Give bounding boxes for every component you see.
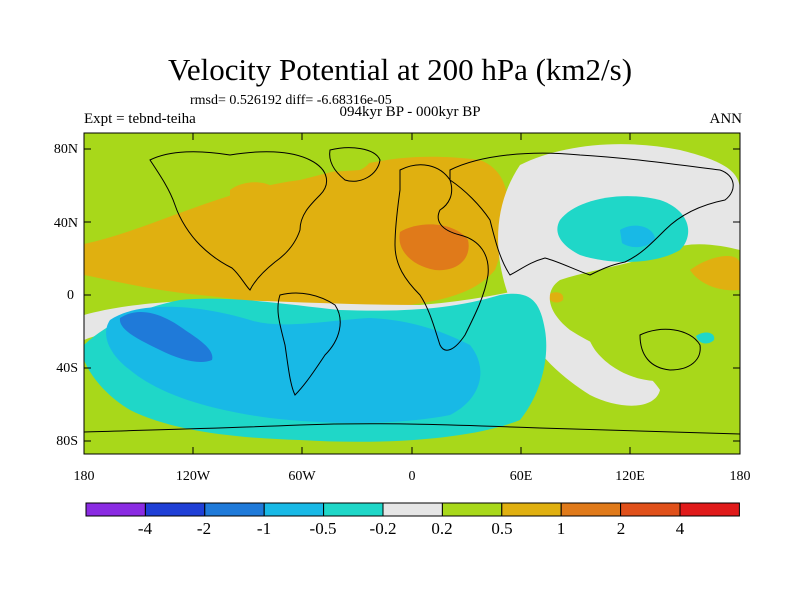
velocity-potential-field — [84, 133, 740, 454]
colorbar-swatch — [441, 502, 503, 517]
colorbar-label: -0.5 — [309, 519, 337, 538]
colorbar-label: -1 — [256, 519, 272, 538]
colorbar-label: -0.2 — [369, 519, 397, 538]
x-tick-label: 120W — [176, 469, 211, 484]
field-strong-positive — [399, 224, 469, 271]
field-weak-negative-small — [696, 332, 715, 344]
x-tick-marks — [83, 133, 741, 454]
colorbar-label: 0.5 — [491, 519, 513, 538]
colorbar-label: -4 — [137, 519, 153, 538]
map-title: Velocity Potential at 200 hPa (km2/s) — [167, 52, 633, 87]
field-moderate-positive-4 — [548, 292, 564, 303]
colorbar-label: 0.2 — [431, 519, 453, 538]
season-label: ANN — [709, 111, 743, 127]
experiment-label: Expt = tebnd-teiha — [84, 111, 196, 127]
period-label: 094kyr BP - 000kyr BP — [339, 104, 481, 120]
y-tick-label: 80S — [56, 434, 78, 449]
stats-label: rmsd= 0.526192 diff= -6.68316e-05 — [190, 93, 392, 108]
y-tick-label: 40S — [56, 361, 78, 376]
field-weak-positive-australia — [585, 303, 705, 381]
colorbar-swatch — [85, 502, 146, 517]
y-tick-label: 80N — [54, 142, 78, 157]
y-tick-label: 0 — [67, 288, 74, 303]
colorbar-swatch — [501, 502, 562, 517]
colorbar-swatch — [204, 502, 265, 517]
colorbar-label: 4 — [675, 519, 685, 538]
x-tick-label: 60E — [510, 469, 533, 484]
colorbar-swatch — [323, 502, 384, 517]
coastlines — [84, 147, 740, 435]
field-arctic — [84, 140, 370, 173]
colorbar-swatch — [263, 502, 325, 517]
y-tick-label: 40N — [54, 216, 78, 231]
colorbar-label: -2 — [196, 519, 212, 538]
colorbar — [85, 502, 740, 517]
colorbar-label: 1 — [556, 519, 566, 538]
x-tick-label: 60W — [288, 469, 316, 484]
field-strong-negative — [119, 311, 213, 362]
colorbar-swatch — [382, 502, 443, 517]
colorbar-swatch — [560, 502, 622, 517]
field-moderate-negative-asia — [620, 225, 655, 248]
field-neutral-asia — [498, 144, 740, 406]
y-tick-marks — [84, 148, 740, 442]
field-moderate-positive-2 — [230, 182, 280, 204]
colorbar-swatch — [620, 502, 681, 517]
field-moderate-negative — [106, 306, 481, 423]
x-tick-label: 180 — [74, 469, 95, 484]
x-tick-label: 120E — [615, 469, 645, 484]
x-tick-label: 180 — [730, 469, 751, 484]
field-moderate-positive-3 — [690, 255, 740, 291]
x-tick-label: 0 — [409, 469, 416, 484]
colorbar-swatch — [144, 502, 206, 517]
colorbar-swatch — [679, 502, 740, 517]
colorbar-label: 2 — [616, 519, 626, 538]
